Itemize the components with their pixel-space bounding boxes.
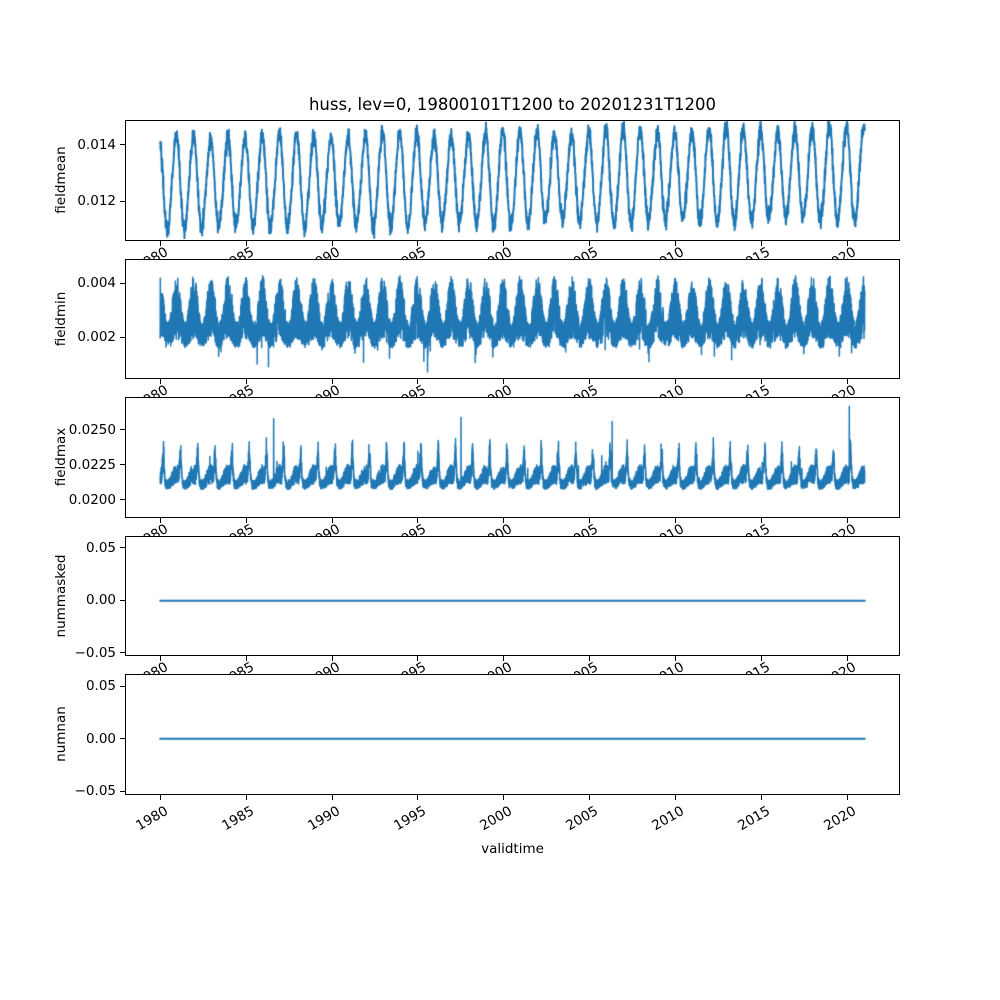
x-tick-mark: [675, 656, 677, 661]
x-tick-mark: [589, 517, 591, 523]
x-tick-mark: [159, 240, 161, 246]
x-tick-mark: [675, 517, 677, 523]
y-tick-mark: [120, 429, 125, 431]
x-tick-mark: [675, 794, 677, 800]
line-series-fieldmax: [126, 398, 899, 516]
x-tick-mark: [417, 240, 419, 246]
x-tick-mark: [331, 379, 333, 384]
y-tick-mark: [120, 282, 125, 284]
x-tick-mark: [761, 240, 763, 246]
x-tick-mark: [159, 517, 161, 523]
y-tick-label: −0.05: [74, 644, 116, 661]
y-tick-mark: [120, 547, 125, 549]
x-tick-mark: [847, 656, 849, 661]
y-tick-label: 0.00: [85, 592, 116, 609]
y-tick-mark: [120, 336, 125, 338]
x-tick-mark: [417, 656, 419, 661]
x-tick-label: 1990: [305, 802, 344, 834]
x-tick-mark: [417, 794, 419, 800]
y-tick-mark: [120, 144, 125, 146]
panel-fieldmax: [125, 397, 900, 518]
x-tick-label: 2000: [477, 802, 515, 834]
x-tick-mark: [847, 379, 849, 384]
x-tick-mark: [245, 379, 247, 384]
y-tick-mark: [120, 200, 125, 202]
y-tick-label: 0.002: [77, 329, 116, 346]
y-tick-mark: [120, 464, 125, 466]
x-tick-label: 2010: [648, 802, 687, 834]
x-tick-mark: [245, 240, 247, 246]
x-tick-label: 2015: [734, 802, 773, 834]
x-tick-label: 2020: [820, 802, 859, 834]
y-tick-mark: [120, 685, 125, 687]
y-tick-label: 0.0200: [68, 491, 116, 508]
line-series-numnan: [126, 675, 899, 793]
x-tick-mark: [761, 517, 763, 523]
x-tick-mark: [761, 379, 763, 384]
y-tick-label: 0.012: [77, 193, 116, 210]
x-tick-mark: [675, 379, 677, 384]
y-tick-label: 0.0225: [68, 456, 116, 473]
panel-fieldmean: [125, 120, 900, 241]
x-tick-mark: [417, 379, 419, 384]
y-tick-mark: [120, 790, 125, 792]
y-tick-label: 0.004: [77, 275, 116, 292]
y-tick-label: 0.00: [85, 730, 116, 747]
line-series-fieldmean: [126, 121, 899, 239]
x-tick-label: 1980: [133, 802, 172, 834]
line-series-nummasked: [126, 536, 899, 655]
x-tick-mark: [245, 656, 247, 661]
x-tick-mark: [159, 794, 161, 800]
y-tick-mark: [120, 499, 125, 501]
x-tick-mark: [761, 656, 763, 661]
y-tick-mark: [120, 738, 125, 740]
panel-fieldmin: [125, 258, 900, 379]
x-tick-mark: [503, 656, 505, 661]
x-tick-mark: [589, 379, 591, 384]
y-tick-label: −0.05: [74, 783, 116, 800]
x-tick-mark: [589, 794, 591, 800]
panel-numnan: [125, 674, 900, 795]
x-tick-mark: [847, 240, 849, 246]
x-tick-mark: [331, 656, 333, 661]
x-tick-mark: [245, 794, 247, 800]
y-tick-label: 0.05: [85, 539, 116, 556]
x-tick-mark: [503, 517, 505, 523]
x-tick-mark: [589, 656, 591, 661]
x-tick-label: 2005: [563, 802, 601, 834]
x-tick-label: 1985: [219, 802, 258, 834]
x-tick-mark: [761, 794, 763, 800]
x-tick-mark: [159, 656, 161, 661]
y-tick-mark: [120, 652, 125, 654]
x-tick-mark: [159, 379, 161, 384]
x-tick-mark: [503, 240, 505, 246]
line-series-fieldmin: [126, 259, 899, 378]
x-tick-mark: [675, 240, 677, 246]
x-tick-mark: [847, 794, 849, 800]
x-tick-mark: [417, 517, 419, 523]
y-tick-mark: [120, 599, 125, 601]
y-tick-label: 0.0250: [68, 421, 116, 438]
x-axis-label: validtime: [481, 841, 544, 857]
x-tick-label: 1995: [391, 802, 429, 834]
x-tick-mark: [245, 517, 247, 523]
x-tick-mark: [331, 240, 333, 246]
panel-nummasked: [125, 535, 900, 656]
x-tick-mark: [589, 240, 591, 246]
figure-title: huss, lev=0, 19800101T1200 to 20201231T1…: [308, 95, 717, 114]
y-tick-label: 0.014: [77, 136, 116, 153]
y-tick-label: 0.05: [85, 678, 116, 695]
x-tick-mark: [331, 517, 333, 523]
x-tick-mark: [503, 794, 505, 800]
x-tick-mark: [847, 517, 849, 523]
x-tick-mark: [503, 379, 505, 384]
x-tick-mark: [331, 794, 333, 800]
